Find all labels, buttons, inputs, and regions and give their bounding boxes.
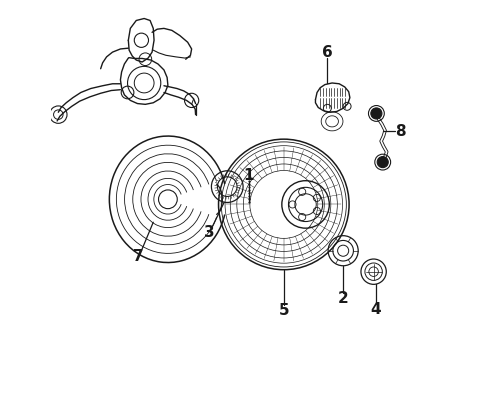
- Text: 5: 5: [278, 303, 289, 318]
- Text: 1: 1: [244, 168, 254, 183]
- Text: 3: 3: [204, 225, 215, 240]
- Circle shape: [377, 156, 388, 168]
- Text: 4: 4: [371, 302, 381, 317]
- Text: 7: 7: [133, 249, 143, 264]
- Text: 6: 6: [322, 44, 333, 60]
- Text: 8: 8: [395, 124, 405, 139]
- Text: 2: 2: [338, 291, 349, 306]
- Circle shape: [371, 108, 382, 119]
